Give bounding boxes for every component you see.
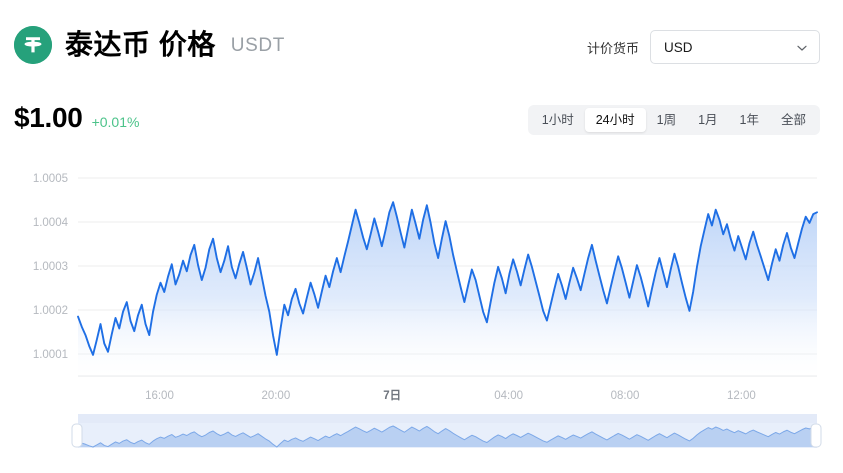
coin-identity: 泰达币 价格 USDT <box>14 26 285 64</box>
coin-symbol: USDT <box>230 34 285 56</box>
time-range-tabs: 1小时 24小时 1周 1月 1年 全部 <box>527 105 820 135</box>
currency-selected-value: USD <box>664 39 693 55</box>
range-tab-0[interactable]: 1小时 <box>541 113 574 127</box>
navigator-top-strip <box>78 414 817 423</box>
x-axis-tick: 16:00 <box>145 390 174 402</box>
tether-logo-icon <box>14 26 52 64</box>
currency-label: 计价货币 <box>586 40 639 56</box>
x-axis-tick: 20:00 <box>261 390 290 402</box>
y-axis-tick: 1.0002 <box>33 305 68 317</box>
navigator-right-handle[interactable] <box>810 423 822 448</box>
range-tab-4[interactable]: 1年 <box>739 113 759 127</box>
x-axis-tick: 04:00 <box>494 390 523 402</box>
chart-area-fill <box>78 202 817 376</box>
x-axis-tick: 12:00 <box>727 390 756 402</box>
navigator-left-handle[interactable] <box>71 423 83 448</box>
price-change-percent: +0.01% <box>91 114 140 130</box>
range-navigator[interactable] <box>0 414 843 464</box>
y-axis-tick: 1.0001 <box>33 349 68 361</box>
y-axis-tick: 1.0004 <box>33 217 69 229</box>
x-axis-tick: 08:00 <box>611 390 640 402</box>
range-tab-1[interactable]: 24小时 <box>584 108 646 132</box>
price-chart: 1.0005 1.0004 1.0003 1.0002 1.0001 16:00 20:0… <box>0 140 843 410</box>
range-tab-5[interactable]: 全部 <box>780 113 806 127</box>
price-summary: $1.00 +0.01% <box>14 104 139 132</box>
chart-y-axis-labels: 1.0005 1.0004 1.0003 1.0002 1.0001 <box>33 173 69 361</box>
navigator-area-fill <box>78 426 817 447</box>
range-tab-2[interactable]: 1周 <box>656 113 677 127</box>
y-axis-tick: 1.0003 <box>33 261 68 273</box>
x-axis-tick: 7日 <box>383 389 401 402</box>
currency-select[interactable]: USD <box>650 30 820 64</box>
current-price: $1.00 <box>14 102 83 133</box>
page-title: 泰达币 价格 <box>65 29 216 60</box>
chart-line <box>77 201 818 356</box>
price-chart-svg[interactable]: 1.0005 1.0004 1.0003 1.0002 1.0001 16:00 20:0… <box>0 140 843 410</box>
currency-selector-group: 计价货币 USD <box>587 30 820 64</box>
range-tab-3[interactable]: 1月 <box>698 113 718 127</box>
chart-x-axis-labels: 16:00 20:00 7日 04:00 08:00 12:00 <box>145 389 756 402</box>
page-header: 泰达币 价格 USDT 计价货币 USD <box>0 0 843 92</box>
range-navigator-svg[interactable] <box>0 414 843 464</box>
navigator-line <box>77 425 818 448</box>
y-axis-tick: 1.0005 <box>33 173 68 185</box>
chevron-down-icon <box>796 41 808 53</box>
